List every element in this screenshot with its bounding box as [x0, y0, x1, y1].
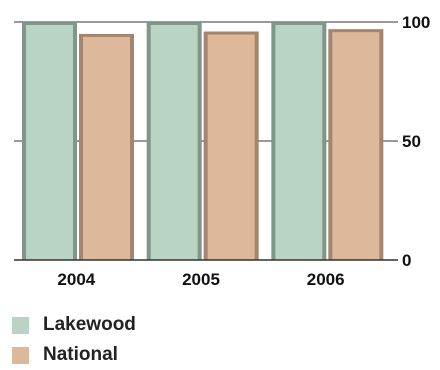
legend-swatch-lakewood: [12, 316, 29, 334]
legend: Lakewood National: [12, 310, 136, 370]
x-tick-label-2005: 2005: [182, 270, 220, 289]
bar-national-2006: [332, 32, 380, 260]
bars: [22, 22, 384, 261]
legend-label-national: National: [43, 344, 118, 365]
x-tick-label-2006: 2006: [307, 270, 345, 289]
y-tick-label-100: 100: [402, 13, 430, 32]
legend-item-lakewood: Lakewood: [12, 310, 136, 340]
y-tick-label-50: 50: [402, 132, 421, 151]
bar-national-2004: [83, 36, 130, 261]
legend-label-lakewood: Lakewood: [43, 314, 136, 335]
legend-swatch-national: [12, 346, 29, 364]
legend-item-national: National: [12, 340, 136, 370]
x-tick-label-2004: 2004: [57, 270, 95, 289]
axes: 0 50 100 2004 2005 2006: [14, 13, 430, 289]
bar-chart: 0 50 100 2004 2005 2006: [14, 13, 430, 289]
bar-lakewood-2005: [150, 25, 198, 260]
bar-national-2005: [207, 34, 255, 260]
bar-lakewood-2006: [275, 25, 323, 260]
bar-lakewood-2004: [26, 25, 73, 260]
y-tick-label-0: 0: [402, 251, 411, 270]
